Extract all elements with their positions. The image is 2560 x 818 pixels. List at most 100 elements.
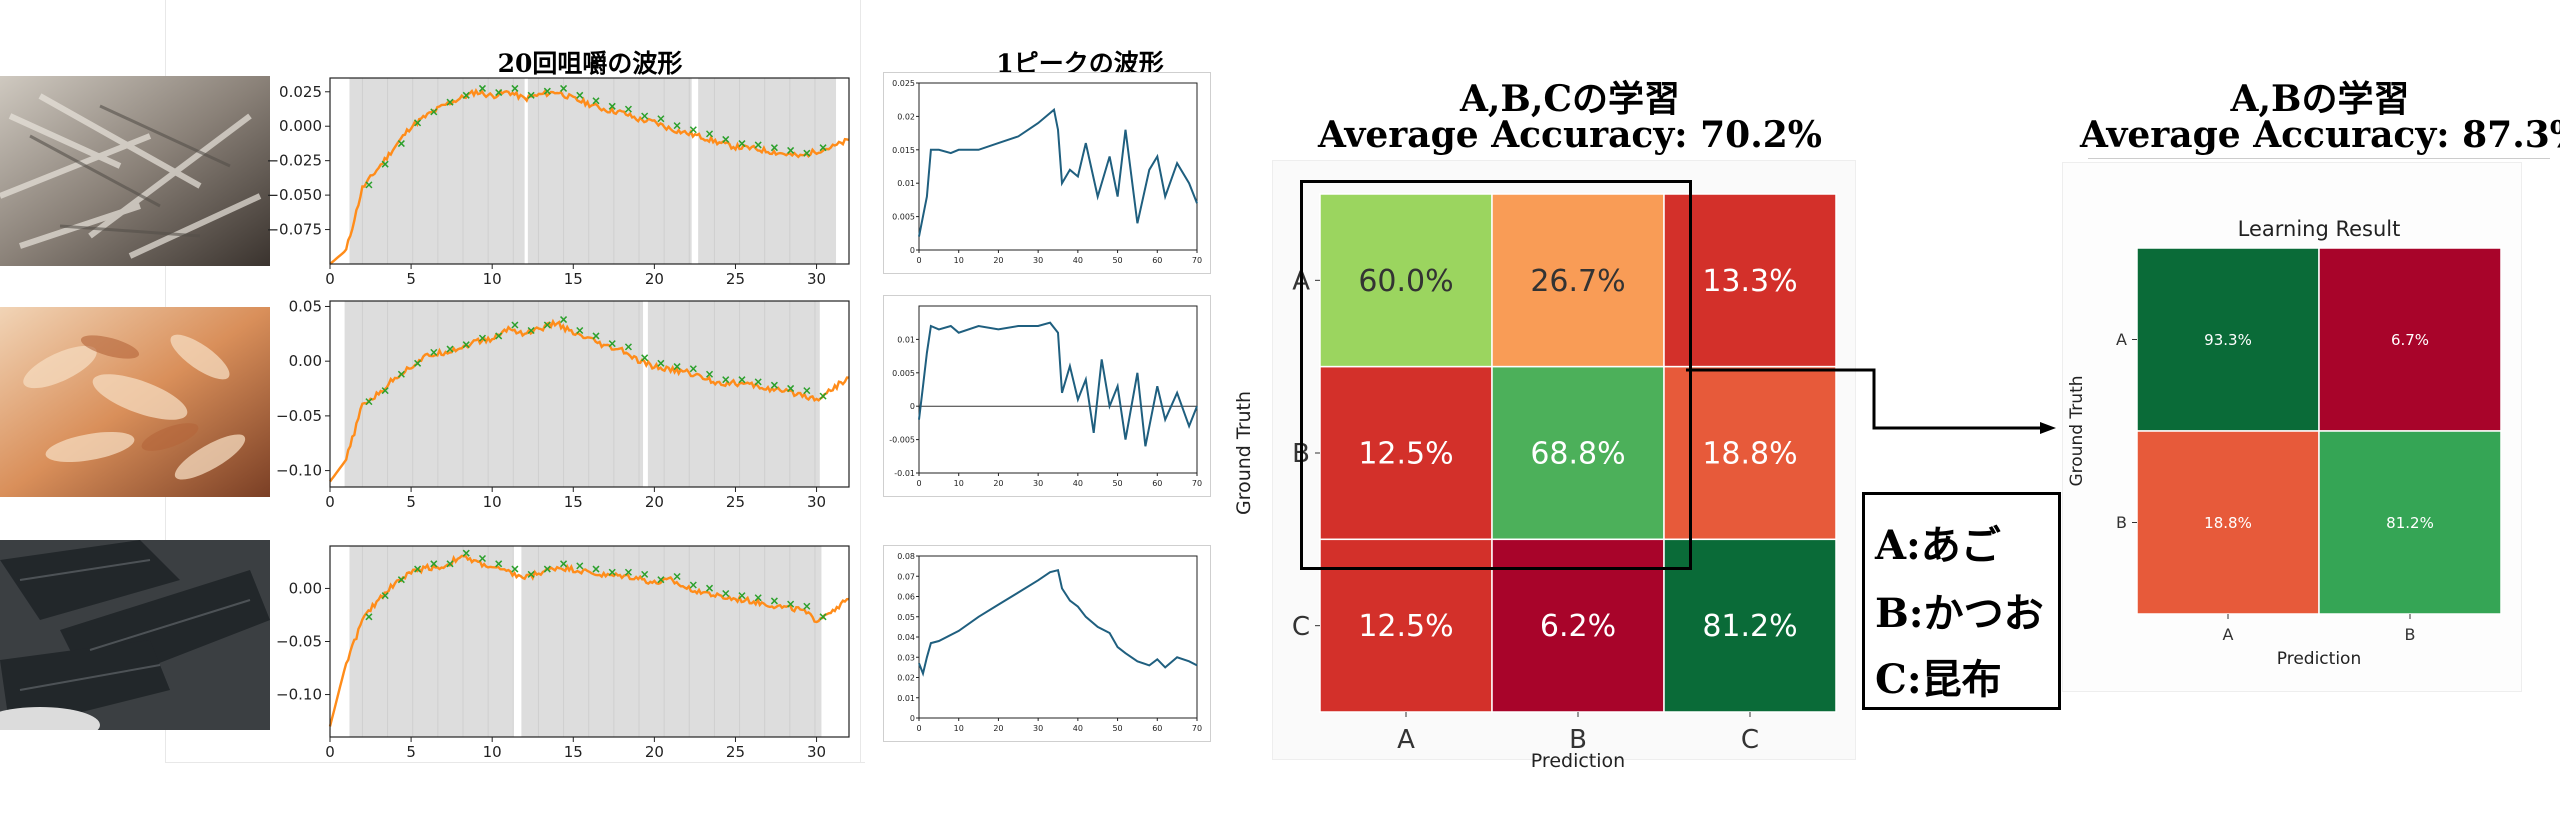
x-tick-label: 40 <box>1073 724 1083 733</box>
peak-marker <box>770 597 778 605</box>
peak-marker <box>430 108 438 116</box>
peak-marker <box>414 119 422 127</box>
peak-series-line <box>918 107 1198 237</box>
cell-label: 13.3% <box>1702 264 1797 299</box>
x-tick-label: 0 <box>325 493 335 511</box>
x-tick-label: 30 <box>1033 479 1043 488</box>
ab-title: A,Bの学習 <box>2230 78 2410 120</box>
matrix-cell <box>2318 430 2502 615</box>
x-tick-label: 30 <box>807 493 826 511</box>
cell-label: 68.8% <box>1530 437 1625 472</box>
peak-marker <box>511 84 519 92</box>
peak-marker <box>754 378 762 386</box>
x-tick-label: 0 <box>325 270 335 288</box>
y-tick-label: 0.025 <box>892 79 915 88</box>
peak-marker <box>738 376 746 384</box>
y-tick-label: −0.050 <box>266 186 322 204</box>
peak-series-line <box>918 321 1198 447</box>
y-tick-label: 0.03 <box>897 653 915 662</box>
peak-marker <box>819 613 827 621</box>
peak-marker <box>624 105 632 113</box>
peak-marker <box>705 584 714 592</box>
cell-label: 81.2% <box>1702 609 1797 644</box>
peak-marker <box>511 321 519 329</box>
y-tick-label: 0.01 <box>897 694 915 703</box>
x-tick-label: A <box>1397 725 1415 755</box>
peak-marker <box>527 91 535 99</box>
wave-chart-katsuo: 0 5 10 15 20 25 30 0.05 0.00 −0.05 −0.10 <box>276 297 850 511</box>
wave-chart-ago: 0 5 10 15 20 25 30 0.025 0.000 −0.025 −0.050 −0.075 <box>266 77 850 288</box>
y-tick-label: 0 <box>910 402 915 411</box>
x-tick-label: 10 <box>483 743 502 761</box>
x-tick-label: 0 <box>916 724 921 733</box>
peak-marker <box>381 592 389 600</box>
y-tick-label: −0.05 <box>276 407 322 425</box>
chew-wave-title: 20回咀嚼の波形 <box>497 49 683 78</box>
ab-title-underline <box>2088 158 2550 159</box>
y-tick-label: 0.02 <box>897 112 915 121</box>
x-tick-label: 10 <box>954 479 964 488</box>
peak-marker <box>576 562 584 570</box>
x-tick-label: 20 <box>645 270 664 288</box>
peak-marker <box>754 594 762 602</box>
peak-marker <box>495 332 503 340</box>
y-tick-label: −0.075 <box>266 221 322 239</box>
y-tick-label: −0.025 <box>266 152 322 170</box>
x-tick-label: 15 <box>564 743 583 761</box>
x-tick-label: 30 <box>807 743 826 761</box>
peak-marker <box>705 130 714 138</box>
y-tick-label: C <box>1292 612 1310 642</box>
x-tick-label: 40 <box>1073 479 1083 488</box>
x-tick-label: 25 <box>726 270 745 288</box>
peak-marker <box>819 392 827 400</box>
x-tick-label: 70 <box>1192 724 1202 733</box>
peak-marker <box>738 592 746 600</box>
y-tick-label: −0.10 <box>276 686 322 704</box>
cell-label: 60.0% <box>1358 264 1453 299</box>
peak-marker <box>478 84 486 92</box>
x-tick-label: 15 <box>564 270 583 288</box>
y-tick-label: 0.01 <box>897 179 915 188</box>
peak-marker <box>770 381 778 389</box>
peak-marker <box>397 370 405 378</box>
peak-marker <box>624 343 632 351</box>
x-tick-label: 5 <box>406 493 416 511</box>
peak-chart-katsuo: 0 10 20 30 40 50 60 70 0.01 0.005 0 -0.005 -0.01 <box>889 305 1202 488</box>
y-tick-label: 0 <box>910 246 915 255</box>
peak-marker <box>803 602 811 610</box>
x-tick-label: 5 <box>406 743 416 761</box>
peak-marker <box>430 560 438 568</box>
y-tick-label: 0.08 <box>897 552 915 561</box>
y-tick-label: A <box>2116 330 2127 349</box>
peak-marker <box>478 554 486 563</box>
x-tick-label: 60 <box>1152 724 1162 733</box>
x-axis-label: Prediction <box>2277 649 2361 669</box>
peak-marker <box>414 565 422 573</box>
peak-chart-ago: 0 10 20 30 40 50 60 70 0.025 0.02 0.015 0.01 0.005 0 <box>892 79 1202 265</box>
peak-marker <box>462 341 470 349</box>
legend-a: A:あご <box>1875 522 2001 569</box>
peak-marker <box>430 348 438 356</box>
peak-marker <box>527 570 535 578</box>
peak-marker <box>722 376 730 384</box>
peak-chart-konbu: 0 10 20 30 40 50 60 70 0.08 0.07 0.06 0.05 0.04 0.03 0… <box>897 552 1202 733</box>
food-photo-konbu <box>0 540 270 730</box>
peak-marker <box>414 359 422 367</box>
peak-marker <box>657 576 665 584</box>
peak-marker <box>511 565 519 573</box>
arrow-head-icon <box>2040 422 2056 434</box>
peak-marker <box>462 91 470 99</box>
y-tick-label: 0.06 <box>897 593 915 602</box>
x-tick-label: 0 <box>916 256 921 265</box>
wave-chart-konbu: 0 5 10 15 20 25 30 0.00 −0.05 −0.10 <box>276 545 850 761</box>
peak-marker <box>365 613 373 621</box>
peak-marker <box>608 102 616 110</box>
shaded-band <box>521 546 822 737</box>
peak-marker <box>592 97 600 105</box>
x-tick-label: 20 <box>993 479 1003 488</box>
food-photo-ago <box>0 76 270 266</box>
peak-marker <box>527 326 535 335</box>
peak-marker <box>608 340 616 348</box>
x-tick-label: 10 <box>483 270 502 288</box>
peak-marker <box>365 398 373 406</box>
